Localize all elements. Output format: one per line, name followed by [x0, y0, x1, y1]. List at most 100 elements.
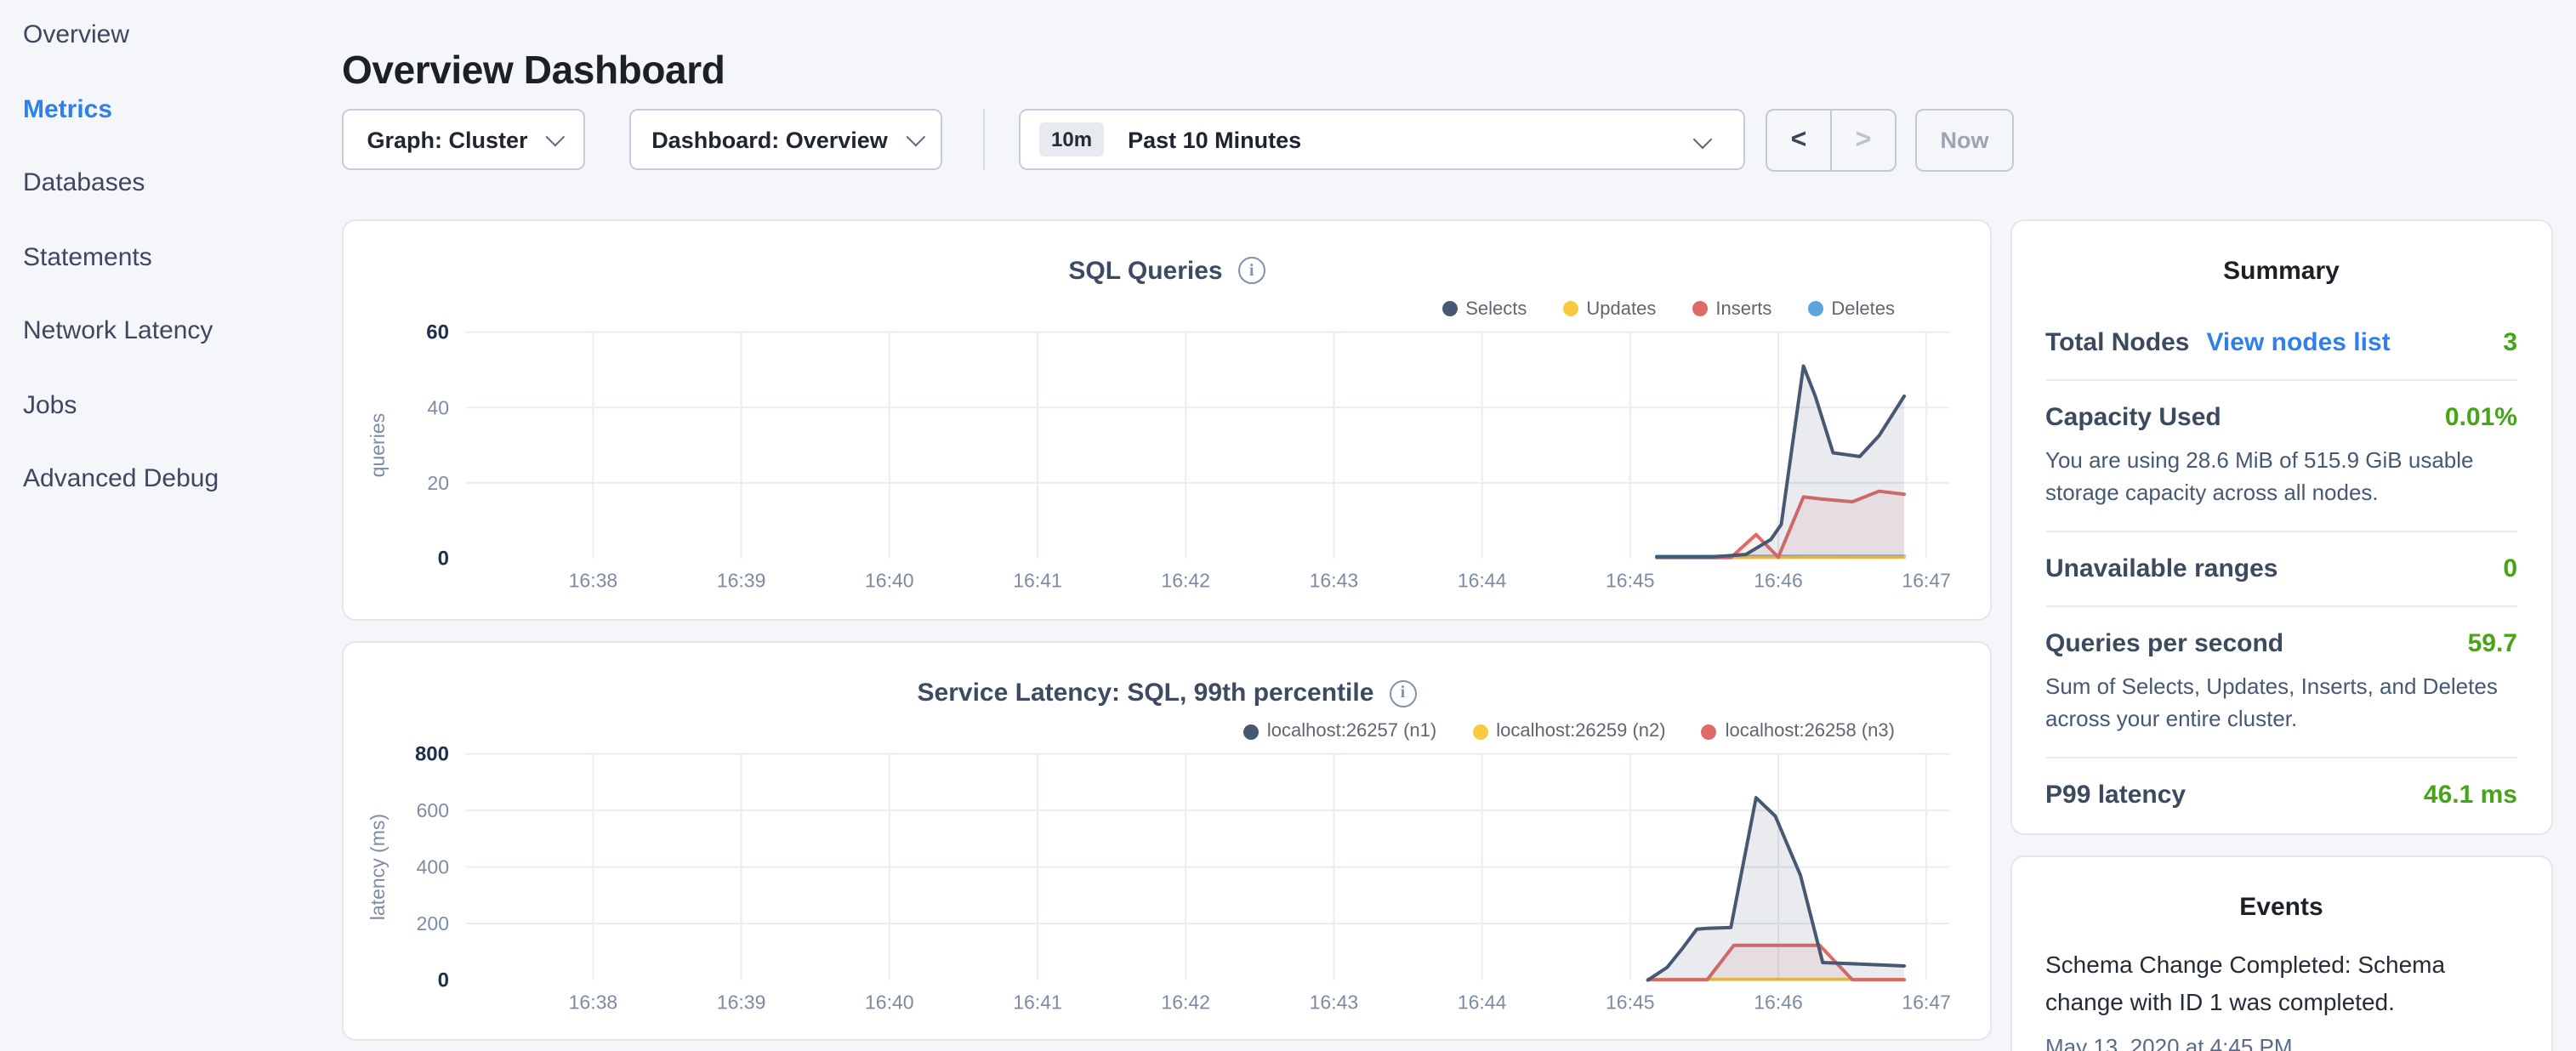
svg-text:16:43: 16:43 [1310, 569, 1359, 591]
chart-title: SQL Queries i [344, 256, 1990, 285]
legend-swatch-icon [1807, 301, 1823, 316]
sidebar-item-advanced-debug[interactable]: Advanced Debug [23, 454, 329, 503]
svg-text:16:44: 16:44 [1458, 991, 1507, 1014]
svg-text:800: 800 [415, 743, 449, 766]
chart-title: Service Latency: SQL, 99th percentile i [344, 679, 1990, 707]
legend-label: Selects [1465, 298, 1527, 319]
legend-item[interactable]: Deletes [1807, 298, 1895, 319]
svg-text:16:38: 16:38 [569, 569, 618, 591]
svg-text:16:39: 16:39 [717, 991, 766, 1014]
svg-text:0: 0 [438, 547, 449, 570]
summary-row-value: 0 [2503, 554, 2517, 582]
now-button[interactable]: Now [1915, 109, 2014, 172]
sidebar-item-statements[interactable]: Statements [23, 232, 329, 281]
chevron-down-icon [1693, 130, 1713, 150]
svg-text:16:41: 16:41 [1013, 569, 1062, 591]
summary-row: Queries per second 59.7 [2045, 628, 2517, 657]
summary-section: Total Nodes View nodes list 3 [2045, 305, 2517, 380]
svg-text:16:38: 16:38 [569, 991, 618, 1014]
svg-text:200: 200 [417, 912, 449, 935]
view-nodes-list-link[interactable]: View nodes list [2206, 327, 2390, 356]
info-icon[interactable]: i [1389, 679, 1416, 707]
legend-label: localhost:26259 (n2) [1496, 721, 1665, 741]
svg-text:16:46: 16:46 [1754, 991, 1803, 1014]
sidebar-item-overview[interactable]: Overview [23, 10, 329, 60]
graph-selector-dropdown[interactable]: Graph: Cluster [342, 109, 585, 170]
sidebar-item-jobs[interactable]: Jobs [23, 380, 329, 429]
events-body: Schema Change Completed: Schema change w… [2011, 921, 2551, 1051]
legend-item[interactable]: localhost:26259 (n2) [1472, 721, 1665, 741]
summary-body: Total Nodes View nodes list 3 Capacity Used… [2011, 285, 2551, 831]
svg-text:latency (ms): latency (ms) [367, 814, 389, 920]
summary-row-label: Total Nodes [2045, 327, 2189, 356]
summary-section: Unavailable ranges 0 [2045, 531, 2517, 606]
service-latency-chart-card: 16:3816:3916:4016:4116:4216:4316:4416:45… [342, 641, 1992, 1041]
app-root: Overview Metrics Databases Statements Networ… [0, 0, 2576, 1051]
summary-row-value: 46.1 ms [2424, 780, 2517, 809]
svg-text:16:43: 16:43 [1310, 991, 1359, 1014]
legend-item[interactable]: localhost:26258 (n3) [1702, 721, 1895, 741]
summary-row-label: Queries per second [2045, 628, 2283, 657]
legend-label: localhost:26257 (n1) [1267, 721, 1436, 741]
summary-row: Total Nodes View nodes list 3 [2045, 327, 2517, 356]
graph-selector-label: Graph: Cluster [367, 127, 527, 152]
time-window-label: Past 10 Minutes [1128, 127, 1301, 152]
svg-text:20: 20 [427, 471, 449, 493]
summary-row-label: Unavailable ranges [2045, 554, 2277, 582]
svg-text:16:46: 16:46 [1754, 569, 1803, 591]
summary-row-value: 59.7 [2468, 628, 2517, 657]
svg-text:16:42: 16:42 [1161, 991, 1210, 1014]
events-title: Events [2011, 856, 2551, 921]
summary-section: Capacity Used0.01%You are using 28.6 MiB… [2045, 380, 2517, 531]
svg-text:16:40: 16:40 [865, 569, 914, 591]
legend-swatch-icon [1702, 724, 1717, 739]
sidebar-item-databases[interactable]: Databases [23, 158, 329, 207]
svg-text:400: 400 [417, 856, 449, 878]
time-step-buttons: < > [1766, 109, 1896, 172]
legend-label: Updates [1586, 298, 1656, 319]
legend-item[interactable]: Inserts [1692, 298, 1771, 319]
summary-row: Unavailable ranges 0 [2045, 554, 2517, 582]
sidebar-item-network-latency[interactable]: Network Latency [23, 306, 329, 355]
summary-panel: Summary Total NodesView nodes list3Capac… [2010, 219, 2553, 835]
step-forward-button[interactable]: > [1832, 111, 1895, 170]
svg-text:0: 0 [438, 969, 449, 992]
event-item[interactable]: Schema Change Completed: Schema change w… [2045, 945, 2517, 1051]
svg-text:16:41: 16:41 [1013, 991, 1062, 1014]
legend-item[interactable]: localhost:26257 (n1) [1243, 721, 1436, 741]
summary-section: Queries per second 59.7 Sum of Selects, Up… [2045, 606, 2517, 758]
dashboard-selector-dropdown[interactable]: Dashboard: Overview [629, 109, 942, 170]
summary-row-description: You are using 28.6 MiB of 515.9 GiB usab… [2045, 443, 2517, 508]
svg-text:16:47: 16:47 [1902, 991, 1951, 1014]
legend-swatch-icon [1472, 724, 1487, 739]
info-icon[interactable]: i [1238, 257, 1265, 284]
legend-swatch-icon [1442, 301, 1457, 316]
step-back-button[interactable]: < [1767, 111, 1832, 170]
legend-label: Inserts [1715, 298, 1771, 319]
svg-text:60: 60 [426, 321, 449, 344]
time-window-selector[interactable]: 10m Past 10 Minutes [1019, 109, 1745, 170]
sidebar-nav: Overview Metrics Databases Statements Networ… [23, 10, 329, 528]
summary-row: P99 latency 46.1 ms [2045, 780, 2517, 809]
legend-label: Deletes [1831, 298, 1895, 319]
legend-label: localhost:26258 (n3) [1726, 721, 1895, 741]
svg-text:40: 40 [427, 395, 449, 418]
sql-queries-chart-card: 16:3816:3916:4016:4116:4216:4316:4416:45… [342, 219, 1992, 621]
svg-text:16:42: 16:42 [1161, 569, 1210, 591]
summary-row-value: 3 [2503, 327, 2517, 356]
event-timestamp: May 13, 2020 at 4:45 PM [2045, 1033, 2517, 1051]
sidebar-item-metrics[interactable]: Metrics [23, 84, 329, 134]
summary-row-label: Capacity Used [2045, 402, 2221, 431]
legend-item[interactable]: Selects [1442, 298, 1527, 319]
svg-text:16:40: 16:40 [865, 991, 914, 1014]
dashboard-selector-label: Dashboard: Overview [651, 127, 888, 152]
summary-row-description: Sum of Selects, Updates, Inserts, and De… [2045, 669, 2517, 734]
chevron-down-icon [906, 128, 925, 147]
legend-swatch-icon [1692, 301, 1707, 316]
legend-item[interactable]: Updates [1562, 298, 1656, 319]
time-window-badge: 10m [1039, 122, 1104, 156]
legend-swatch-icon [1562, 301, 1578, 316]
summary-row-label: P99 latency [2045, 780, 2186, 809]
svg-text:16:39: 16:39 [717, 569, 766, 591]
events-panel: Events Schema Change Completed: Schema c… [2010, 855, 2553, 1051]
